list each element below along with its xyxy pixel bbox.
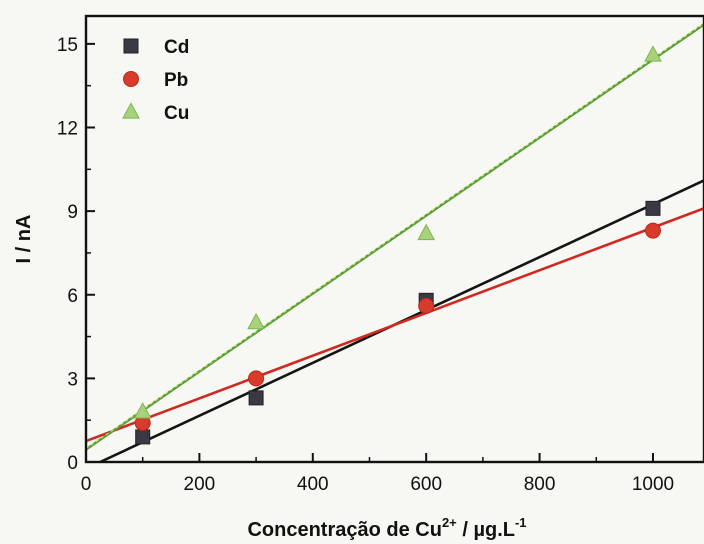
data-point-cd-1000: [645, 200, 661, 216]
data-point-cu-300: [247, 312, 265, 330]
legend-label-cd: Cd: [164, 37, 189, 58]
data-point-pb-600: [418, 297, 435, 314]
x-tick-label-1000: 1000: [632, 474, 674, 495]
legend-marker-cd: [123, 38, 139, 54]
x-tick-label-400: 400: [297, 474, 329, 495]
y-tick-label-12: 12: [57, 119, 78, 140]
plot-frame: [84, 14, 704, 464]
y-tick-label-9: 9: [67, 202, 78, 223]
x-tick-label-800: 800: [524, 474, 556, 495]
legend-label-cu: Cu: [164, 103, 189, 124]
data-point-cu-1000: [644, 45, 662, 62]
x-tick-label-0: 0: [81, 474, 92, 495]
y-tick-label-3: 3: [67, 369, 78, 390]
y-tick-label-0: 0: [67, 453, 78, 474]
legend-marker-pb: [123, 71, 139, 87]
data-point-pb-1000: [644, 222, 661, 239]
data-point-cd-100: [135, 429, 151, 445]
fit-line-highlight-cu: [85, 22, 704, 449]
data-point-cu-100: [133, 402, 152, 419]
data-point-cu-600: [417, 223, 436, 241]
data-point-pb-300: [248, 370, 265, 387]
fit-line-cu: [85, 23, 704, 451]
y-tick-label-15: 15: [57, 35, 78, 56]
y-tick-label-6: 6: [67, 286, 78, 307]
x-axis-title: Concentração de Cu2+ / µg.L-1: [247, 515, 526, 541]
x-tick-label-200: 200: [184, 474, 216, 495]
y-axis-title: I / nA: [13, 215, 35, 264]
fit-line-pb: [85, 207, 704, 443]
legend-label-pb: Pb: [164, 70, 188, 91]
x-tick-label-600: 600: [410, 474, 442, 495]
legend-marker-cu: [122, 102, 140, 119]
data-point-cd-300: [248, 390, 264, 406]
